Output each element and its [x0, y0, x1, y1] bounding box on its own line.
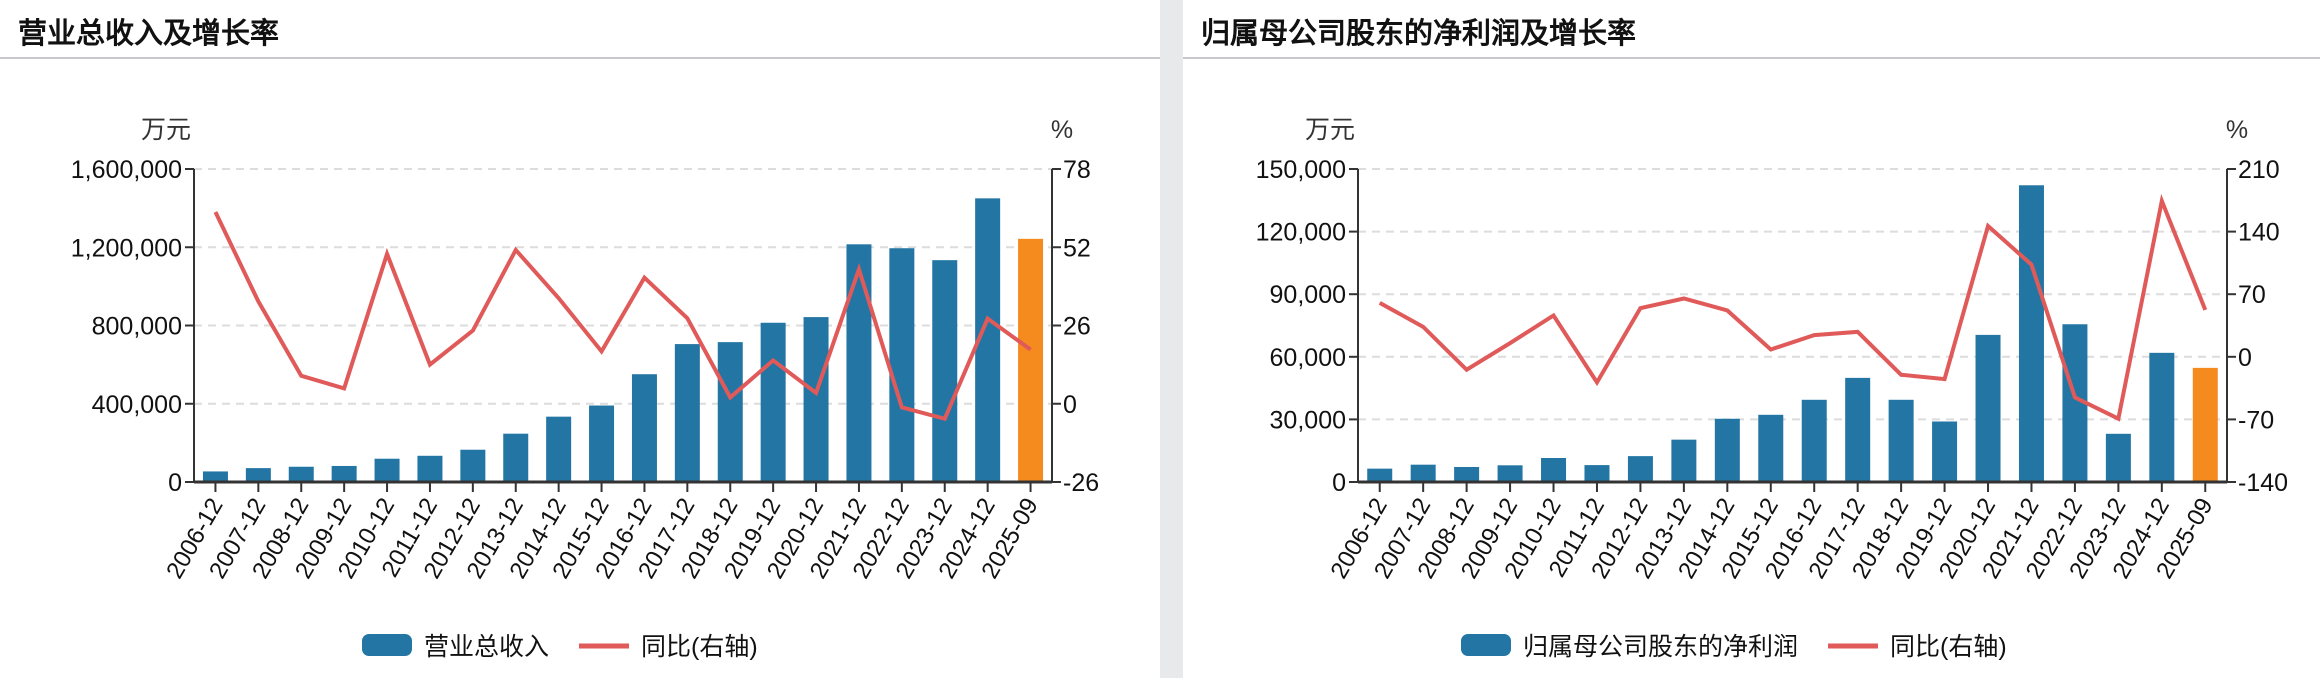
- bar: [1018, 238, 1044, 482]
- panel-title-bar: 归属母公司股东的净利润及增长率: [1183, 0, 2320, 59]
- bar: [2192, 367, 2218, 482]
- left-axis-tick-label: 90,000: [1270, 281, 1346, 309]
- bar: [460, 449, 486, 482]
- bar: [503, 433, 529, 482]
- bar: [760, 322, 786, 482]
- bar: [1932, 421, 1958, 482]
- bar: [417, 455, 443, 482]
- net-profit-chart: 0 -140 30,000 -70 60,000 0 90,000 70 120,000 140 1…: [1256, 116, 2288, 661]
- left-axis-tick-label: 800,000: [92, 313, 182, 341]
- right-axis-tick-label: -70: [2238, 406, 2274, 434]
- right-axis-tick-label: 78: [1063, 156, 1091, 184]
- right-axis-tick-label: 70: [2238, 281, 2266, 309]
- legend-line-label: 同比(右轴): [641, 633, 758, 661]
- bar: [1758, 414, 1784, 482]
- left-axis-tick-label: 0: [1332, 469, 1346, 497]
- revenue-chart: 0 -26 400,000 0 800,000 26 1,200,000 52 1,600,00…: [71, 116, 1099, 661]
- bar: [1845, 377, 1871, 482]
- bar: [1584, 465, 1610, 482]
- right-axis-unit: %: [2226, 116, 2248, 144]
- legend-bar-swatch: [362, 634, 412, 656]
- bar: [1888, 399, 1914, 482]
- right-axis-tick-label: 26: [1063, 313, 1091, 341]
- left-axis-unit: 万元: [1305, 116, 1355, 144]
- panel-divider: [1160, 0, 1183, 678]
- bar: [546, 416, 572, 482]
- bar: [1671, 439, 1697, 482]
- net-profit-chart-panel: 归属母公司股东的净利润及增长率 0 -140 30,000 -70 60,000 0 90,…: [1183, 0, 2320, 678]
- bar: [288, 466, 314, 482]
- bar: [2105, 433, 2131, 482]
- bar: [374, 458, 400, 482]
- right-axis-tick-label: -26: [1063, 469, 1099, 497]
- right-axis-tick-label: 0: [1063, 391, 1077, 419]
- bar: [803, 317, 829, 482]
- growth-rate-line: [1378, 193, 2208, 422]
- revenue-chart-panel: 营业总收入及增长率 0 -26 400,000 0 800,000 26 1,200,000…: [0, 0, 1160, 661]
- bar: [1454, 466, 1480, 482]
- legend-bar-swatch: [1461, 634, 1511, 656]
- left-axis-tick-label: 1,200,000: [71, 234, 182, 262]
- bar: [932, 260, 958, 482]
- legend-line-label: 同比(右轴): [1890, 633, 2007, 661]
- bar: [674, 344, 700, 482]
- bar: [1367, 468, 1393, 482]
- left-axis-unit: 万元: [141, 116, 191, 144]
- chart-title: 营业总收入及增长率: [18, 16, 280, 50]
- bar: [1714, 418, 1740, 482]
- bar: [1975, 334, 2001, 482]
- right-axis-tick-label: 210: [2238, 156, 2280, 184]
- right-axis-tick-label: 140: [2238, 219, 2280, 247]
- bar: [2149, 352, 2175, 482]
- growth-rate-line: [213, 211, 1032, 422]
- legend-bar-label: 营业总收入: [424, 633, 549, 661]
- bar: [331, 465, 357, 482]
- bar: [1627, 456, 1653, 482]
- right-axis-tick-label: 52: [1063, 234, 1091, 262]
- left-axis-tick-label: 1,600,000: [71, 156, 182, 184]
- bar: [2018, 185, 2044, 482]
- right-axis-unit: %: [1051, 116, 1073, 144]
- bar: [1801, 399, 1827, 482]
- bar: [589, 405, 615, 482]
- left-axis-tick-label: 150,000: [1256, 156, 1346, 184]
- bar: [717, 342, 743, 482]
- bar: [846, 244, 872, 482]
- panel-title-bar: 营业总收入及增长率: [0, 0, 1160, 59]
- bar: [202, 471, 228, 482]
- chart-title: 归属母公司股东的净利润及增长率: [1201, 16, 1637, 50]
- bar: [1541, 458, 1567, 482]
- left-axis-tick-label: 400,000: [92, 391, 182, 419]
- left-axis-tick-label: 120,000: [1256, 219, 1346, 247]
- bar: [1497, 465, 1523, 482]
- legend-bar-label: 归属母公司股东的净利润: [1523, 633, 1798, 661]
- bar: [1410, 464, 1436, 482]
- bar: [631, 374, 657, 482]
- right-axis-tick-label: 0: [2238, 344, 2252, 372]
- bar: [245, 468, 271, 482]
- left-axis-tick-label: 60,000: [1270, 344, 1346, 372]
- right-axis-tick-label: -140: [2238, 469, 2288, 497]
- left-axis-tick-label: 30,000: [1270, 406, 1346, 434]
- left-axis-tick-label: 0: [168, 469, 182, 497]
- bar: [889, 248, 915, 482]
